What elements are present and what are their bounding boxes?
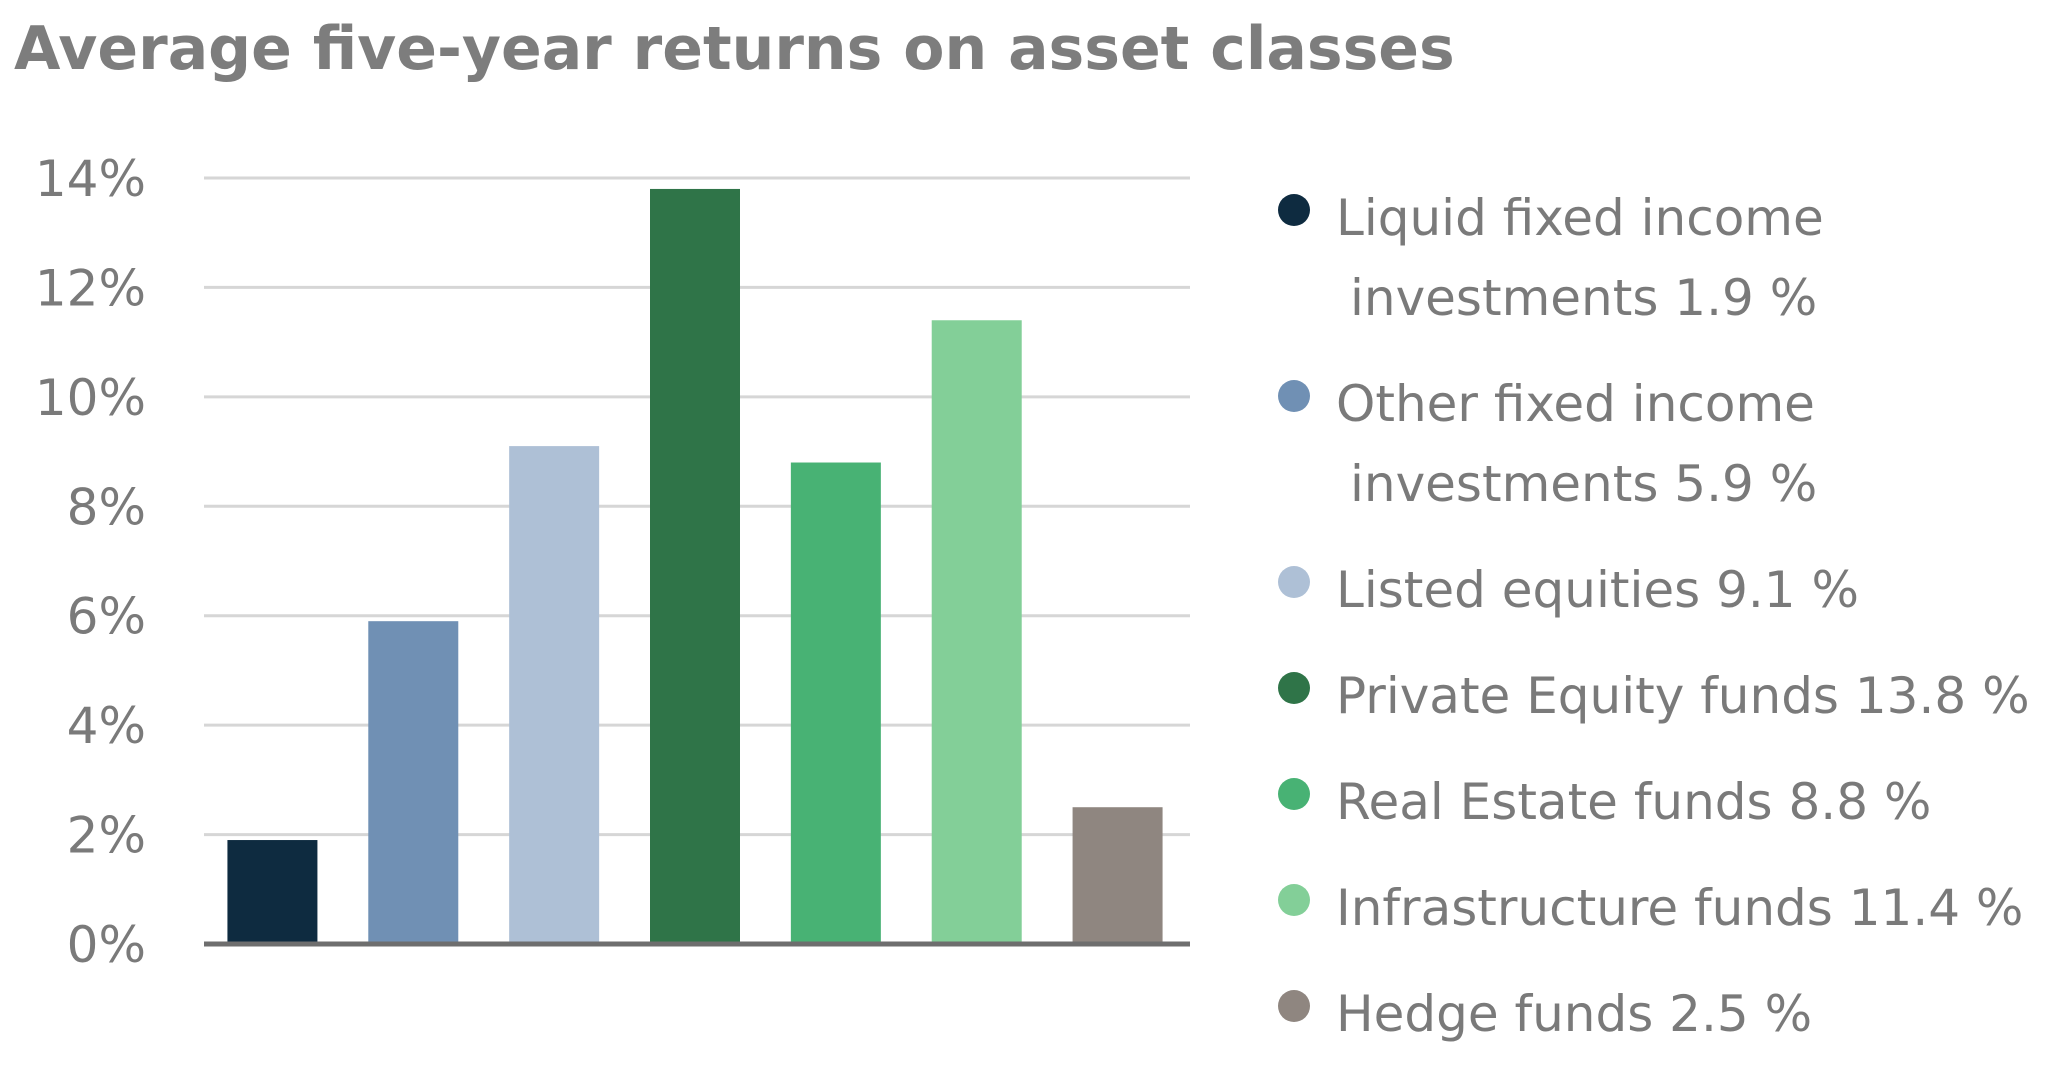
bar <box>368 621 459 944</box>
legend-swatch <box>1278 990 1310 1022</box>
legend-label-line: Private Equity funds 13.8 % <box>1336 667 2030 725</box>
legend-label-line: Other fixed income <box>1336 375 1815 433</box>
y-tick-label: 6% <box>67 588 146 646</box>
bar <box>509 446 600 944</box>
legend: Liquid fixed income investments 1.9 % Othe… <box>1278 178 2058 1080</box>
bar <box>1072 807 1163 944</box>
legend-label-line: investments 1.9 % <box>1350 269 1818 327</box>
y-tick-label: 0% <box>67 916 146 974</box>
legend-label-line: Infrastructure funds 11.4 % <box>1336 879 2024 937</box>
legend-item: Other fixed income investments 5.9 % <box>1278 364 2058 524</box>
y-tick-label: 4% <box>67 697 146 755</box>
legend-label: Listed equities 9.1 % <box>1336 550 1859 630</box>
legend-label-line: Listed equities 9.1 % <box>1336 561 1859 619</box>
y-tick-label: 10% <box>35 369 146 427</box>
legend-item: Real Estate funds 8.8 % <box>1278 762 2058 842</box>
legend-item: Hedge funds 2.5 % <box>1278 974 2058 1054</box>
legend-label-line: investments 5.9 % <box>1350 455 1818 513</box>
legend-swatch <box>1278 194 1310 226</box>
legend-label: Other fixed income investments 5.9 % <box>1336 364 1817 524</box>
legend-swatch <box>1278 672 1310 704</box>
y-tick-label: 2% <box>67 807 146 865</box>
y-axis-ticks: 0% 2% 4% 6% 8% 10% 12% 14% <box>35 150 146 974</box>
bar-chart: 0% 2% 4% 6% 8% 10% 12% 14% <box>35 150 1190 974</box>
legend-label: Liquid fixed income investments 1.9 % <box>1336 178 1824 338</box>
bar <box>227 840 318 944</box>
bar <box>790 462 881 944</box>
legend-swatch <box>1278 566 1310 598</box>
legend-label: Private Equity funds 13.8 % <box>1336 656 2030 736</box>
legend-item: Infrastructure funds 11.4 % <box>1278 868 2058 948</box>
legend-item: Private Equity funds 13.8 % <box>1278 656 2058 736</box>
legend-item: Listed equities 9.1 % <box>1278 550 2058 630</box>
chart-title: Average five-year returns on asset class… <box>14 14 1455 84</box>
legend-label: Hedge funds 2.5 % <box>1336 974 1812 1054</box>
bar <box>650 188 740 944</box>
legend-swatch <box>1278 380 1310 412</box>
bars <box>227 188 1163 944</box>
y-tick-label: 14% <box>35 150 146 208</box>
legend-swatch <box>1278 778 1310 810</box>
legend-label-line: Hedge funds 2.5 % <box>1336 985 1813 1043</box>
y-tick-label: 8% <box>67 478 146 536</box>
legend-label: Infrastructure funds 11.4 % <box>1336 868 2023 948</box>
legend-label-line: Real Estate funds 8.8 % <box>1336 773 1932 831</box>
y-tick-label: 12% <box>35 259 146 317</box>
bar <box>931 320 1022 944</box>
legend-swatch <box>1278 884 1310 916</box>
legend-label: Real Estate funds 8.8 % <box>1336 762 1931 842</box>
legend-label-line: Liquid fixed income <box>1336 189 1824 247</box>
legend-item: Liquid fixed income investments 1.9 % <box>1278 178 2058 338</box>
